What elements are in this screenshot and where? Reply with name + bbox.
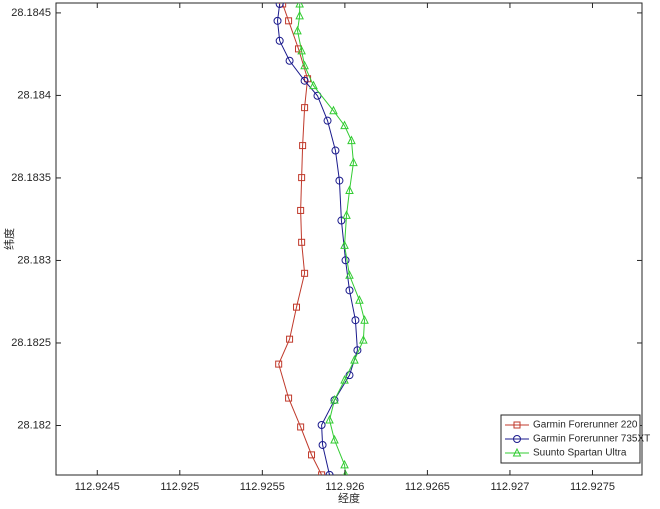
y-tick-label: 28.1845 bbox=[11, 7, 51, 19]
marker-triangle bbox=[295, 3, 304, 8]
marker-triangle bbox=[359, 335, 368, 344]
y-tick-label: 28.1835 bbox=[11, 172, 51, 184]
y-tick-label: 28.184 bbox=[17, 89, 51, 101]
marker-triangle bbox=[349, 157, 358, 167]
marker-circle bbox=[513, 435, 521, 443]
marker-circle bbox=[335, 176, 344, 185]
marker-circle bbox=[300, 76, 309, 85]
x-tick-label: 112.9245 bbox=[75, 481, 120, 493]
x-tick-label: 112.9275 bbox=[570, 481, 615, 493]
marker-triangle bbox=[293, 25, 302, 35]
plot-content bbox=[273, 3, 369, 475]
marker-triangle bbox=[355, 295, 364, 304]
marker-square bbox=[286, 335, 294, 343]
marker-circle bbox=[323, 116, 332, 125]
marker-circle bbox=[351, 316, 360, 325]
marker-triangle bbox=[340, 459, 349, 469]
marker-square bbox=[293, 303, 301, 311]
marker-circle bbox=[331, 146, 340, 155]
marker-triangle bbox=[330, 434, 339, 444]
x-tick-label: 112.927 bbox=[490, 481, 529, 493]
marker-triangle bbox=[342, 469, 349, 475]
legend-label: Garmin Forerunner 735XT bbox=[533, 434, 650, 445]
marker-triangle bbox=[340, 374, 349, 384]
marker-circle bbox=[275, 3, 284, 8]
marker-triangle bbox=[340, 120, 349, 130]
marker-circle bbox=[345, 286, 354, 295]
marker-square bbox=[298, 174, 306, 182]
marker-circle bbox=[318, 440, 327, 449]
y-tick-label: 28.1825 bbox=[11, 337, 51, 349]
legend-label: Suunto Spartan Ultra bbox=[533, 448, 627, 459]
marker-square bbox=[275, 360, 283, 368]
marker-square bbox=[301, 269, 309, 277]
marker-circle bbox=[285, 56, 294, 65]
marker-circle bbox=[325, 470, 334, 475]
marker-square bbox=[297, 206, 305, 214]
marker-triangle bbox=[340, 240, 349, 249]
y-tick-label: 28.182 bbox=[17, 419, 51, 431]
marker-circle bbox=[273, 16, 282, 25]
marker-square bbox=[285, 17, 293, 25]
marker-square bbox=[299, 142, 307, 150]
marker-circle bbox=[341, 256, 350, 265]
plot-area bbox=[55, 2, 643, 476]
marker-triangle bbox=[342, 210, 351, 219]
marker-triangle bbox=[360, 315, 369, 324]
marker-square bbox=[308, 451, 316, 459]
x-tick-label: 112.9255 bbox=[240, 481, 285, 493]
marker-circle bbox=[317, 420, 326, 429]
y-tick-label: 28.183 bbox=[17, 254, 51, 266]
x-axis-label: 经度 bbox=[338, 491, 360, 505]
marker-triangle bbox=[329, 105, 338, 115]
marker-square bbox=[297, 423, 305, 431]
x-tick-label: 112.925 bbox=[160, 481, 199, 493]
marker-triangle bbox=[325, 414, 334, 424]
marker-square bbox=[298, 238, 306, 246]
marker-triangle bbox=[297, 45, 306, 55]
marker-triangle bbox=[345, 270, 354, 279]
marker-square bbox=[318, 471, 326, 475]
marker-triangle bbox=[309, 80, 318, 90]
y-axis-label: 纬度 bbox=[2, 228, 16, 250]
marker-circle bbox=[337, 216, 346, 225]
marker-square bbox=[513, 421, 521, 429]
marker-circle bbox=[345, 371, 354, 380]
marker-triangle bbox=[512, 447, 522, 457]
marker-triangle bbox=[345, 185, 354, 194]
marker-circle bbox=[275, 36, 284, 45]
marker-triangle bbox=[300, 60, 309, 70]
legend-label: Garmin Forerunner 220 bbox=[533, 420, 638, 431]
marker-triangle bbox=[350, 355, 359, 364]
marker-triangle bbox=[347, 135, 356, 145]
x-tick-label: 112.9265 bbox=[405, 481, 450, 493]
marker-triangle bbox=[295, 10, 304, 20]
marker-square bbox=[301, 104, 309, 112]
marker-square bbox=[285, 394, 293, 402]
marker-triangle bbox=[330, 394, 339, 404]
x-tick-label: 112.926 bbox=[325, 481, 364, 493]
